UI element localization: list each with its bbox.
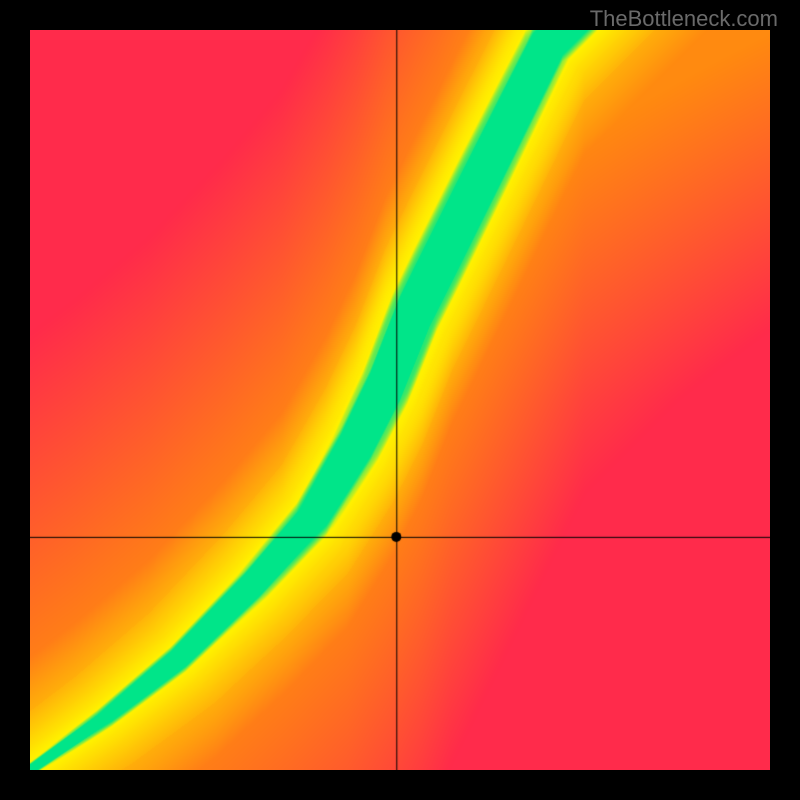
bottleneck-heatmap (30, 30, 770, 770)
watermark-text: TheBottleneck.com (590, 6, 778, 32)
chart-container: TheBottleneck.com (0, 0, 800, 800)
